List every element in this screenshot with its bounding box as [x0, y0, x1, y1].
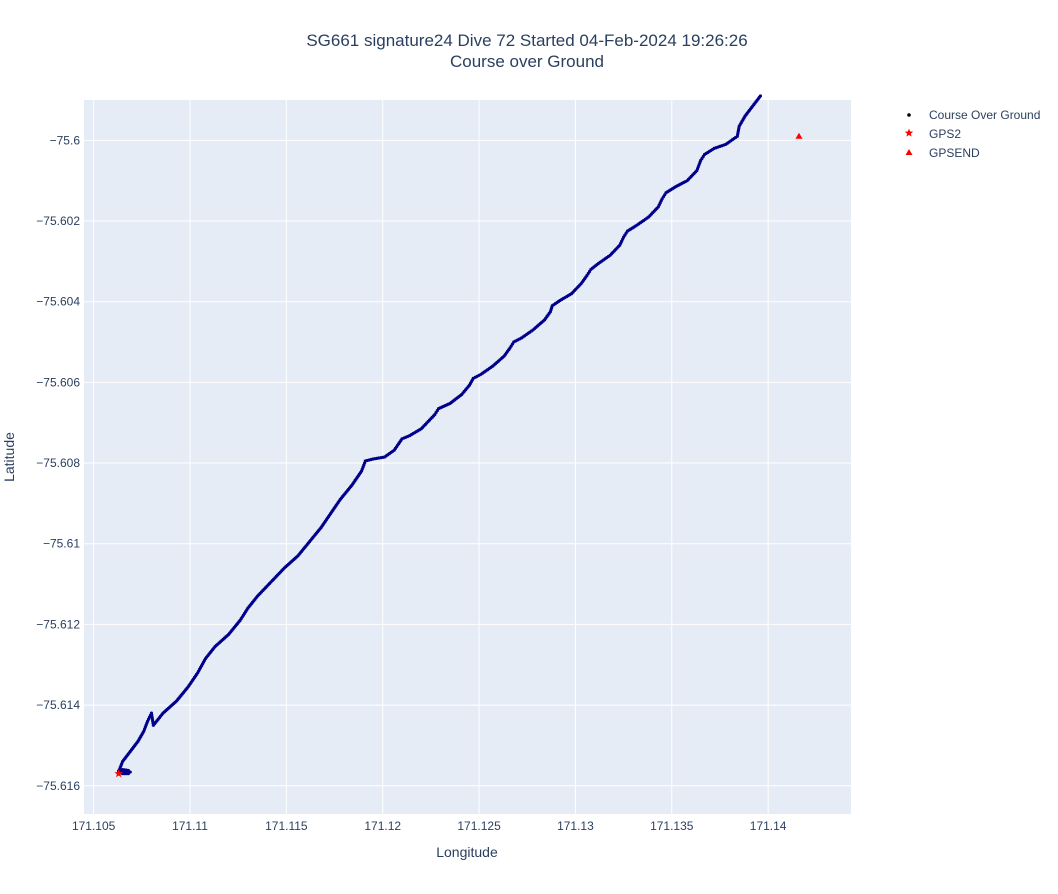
gps2-marker: [114, 769, 123, 778]
y-tick-labels: −75.6 −75.602 −75.604 −75.606 −75.608 −75.61 −…: [36, 133, 80, 792]
legend-symbol-dot: [907, 113, 911, 117]
legend-symbol-star: [904, 128, 914, 137]
x-tick-label: 171.14: [750, 819, 787, 833]
legend-label-gps2: GPS2: [929, 127, 961, 141]
data-marks: [114, 94, 803, 778]
y-tick-label: −75.606: [36, 375, 80, 389]
y-tick-label: −75.602: [36, 214, 80, 228]
legend: Course Over Ground GPS2 GPSEND: [904, 108, 1040, 160]
x-grid-lines: [93, 100, 769, 814]
x-tick-label: 171.105: [72, 819, 116, 833]
x-tick-labels: 171.105 171.11 171.115 171.12 171.125 171.13 1…: [72, 819, 787, 833]
legend-item-gps2[interactable]: GPS2: [904, 127, 962, 141]
legend-label-gpsend: GPSEND: [929, 146, 980, 160]
x-tick-label: 171.115: [265, 819, 308, 833]
y-axis-label: Latitude: [1, 432, 17, 482]
y-tick-label: −75.608: [36, 456, 80, 470]
y-tick-label: −75.6: [50, 133, 81, 147]
y-tick-label: −75.616: [36, 779, 80, 793]
chart-title-line1: SG661 signature24 Dive 72 Started 04-Feb…: [306, 31, 747, 50]
y-tick-label: −75.612: [36, 617, 80, 631]
legend-item-gpsend[interactable]: GPSEND: [905, 146, 981, 160]
series-course-over-ground: [117, 94, 763, 776]
chart-title-line2: Course over Ground: [450, 52, 604, 71]
legend-item-course-over-ground[interactable]: Course Over Ground: [907, 108, 1040, 122]
y-tick-label: −75.604: [36, 295, 80, 309]
legend-symbol-triangle: [905, 149, 913, 155]
x-tick-label: 171.13: [557, 819, 594, 833]
x-tick-label: 171.135: [650, 819, 694, 833]
legend-label-course-over-ground: Course Over Ground: [929, 108, 1040, 122]
y-tick-label: −75.614: [36, 698, 80, 712]
course-point: [758, 94, 763, 98]
x-axis-label: Longitude: [436, 844, 498, 860]
x-tick-label: 171.11: [172, 819, 208, 833]
x-tick-label: 171.125: [457, 819, 501, 833]
x-tick-label: 171.12: [364, 819, 401, 833]
y-grid-lines: [84, 139, 851, 787]
plot-background: [84, 100, 851, 814]
y-tick-label: −75.61: [43, 537, 80, 551]
gpsend-marker: [795, 132, 803, 139]
